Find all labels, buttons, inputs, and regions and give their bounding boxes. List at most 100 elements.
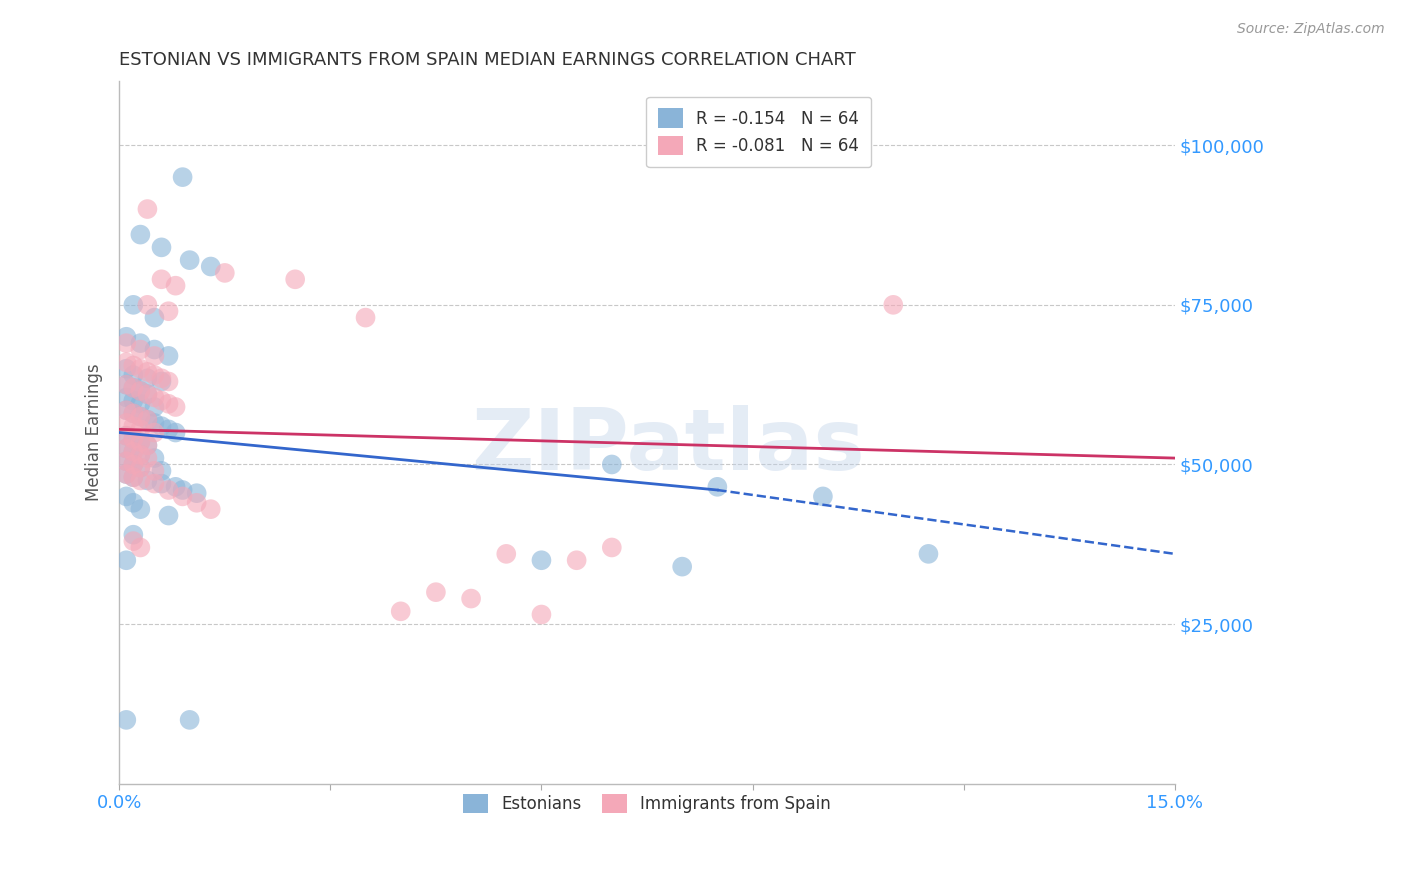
Point xyxy=(122,527,145,541)
Point xyxy=(122,359,145,373)
Point xyxy=(600,541,623,555)
Point xyxy=(115,391,138,405)
Text: ZIPatlas: ZIPatlas xyxy=(471,405,865,488)
Point xyxy=(706,480,728,494)
Text: Source: ZipAtlas.com: Source: ZipAtlas.com xyxy=(1237,22,1385,37)
Point xyxy=(129,474,152,488)
Point xyxy=(200,260,222,274)
Point xyxy=(157,375,180,389)
Point xyxy=(136,438,159,452)
Point xyxy=(425,585,447,599)
Point xyxy=(460,591,482,606)
Point xyxy=(157,304,180,318)
Point xyxy=(115,377,138,392)
Point xyxy=(143,343,166,357)
Point xyxy=(143,368,166,382)
Point xyxy=(917,547,939,561)
Point xyxy=(150,240,173,254)
Point xyxy=(565,553,588,567)
Point xyxy=(811,489,834,503)
Point xyxy=(600,458,623,472)
Point xyxy=(122,406,145,420)
Point xyxy=(129,361,152,376)
Point xyxy=(129,343,152,357)
Point xyxy=(115,428,138,442)
Point xyxy=(115,467,138,481)
Point xyxy=(143,476,166,491)
Point xyxy=(172,483,194,497)
Point xyxy=(122,444,145,458)
Point xyxy=(122,406,145,420)
Point xyxy=(129,435,152,450)
Point xyxy=(150,476,173,491)
Point xyxy=(115,454,138,468)
Point xyxy=(115,403,138,417)
Point xyxy=(136,451,159,466)
Point xyxy=(143,391,166,405)
Point xyxy=(157,349,180,363)
Point xyxy=(129,448,152,462)
Point xyxy=(150,419,173,434)
Point xyxy=(129,384,152,398)
Point xyxy=(172,489,194,503)
Point xyxy=(136,413,159,427)
Point xyxy=(136,298,159,312)
Point xyxy=(115,416,138,430)
Point xyxy=(179,253,201,268)
Point xyxy=(122,298,145,312)
Point xyxy=(165,400,187,414)
Point xyxy=(186,496,208,510)
Point xyxy=(115,454,138,468)
Point xyxy=(129,422,152,436)
Point xyxy=(129,227,152,242)
Point xyxy=(115,467,138,481)
Point xyxy=(115,361,138,376)
Point xyxy=(136,413,159,427)
Point xyxy=(129,397,152,411)
Point xyxy=(136,438,159,452)
Point xyxy=(284,272,307,286)
Point xyxy=(165,480,187,494)
Point xyxy=(115,377,138,392)
Point xyxy=(122,496,145,510)
Point xyxy=(122,458,145,472)
Point xyxy=(115,553,138,567)
Point xyxy=(122,381,145,395)
Point xyxy=(179,713,201,727)
Point xyxy=(129,336,152,351)
Point xyxy=(115,336,138,351)
Point xyxy=(186,486,208,500)
Point xyxy=(122,368,145,382)
Point xyxy=(150,371,173,385)
Point xyxy=(129,409,152,424)
Point xyxy=(172,170,194,185)
Point xyxy=(143,400,166,414)
Point xyxy=(495,547,517,561)
Point xyxy=(136,387,159,401)
Text: ESTONIAN VS IMMIGRANTS FROM SPAIN MEDIAN EARNINGS CORRELATION CHART: ESTONIAN VS IMMIGRANTS FROM SPAIN MEDIAN… xyxy=(120,51,856,69)
Point xyxy=(157,397,180,411)
Point xyxy=(115,428,138,442)
Point xyxy=(122,393,145,408)
Point xyxy=(882,298,904,312)
Point xyxy=(150,393,173,408)
Point xyxy=(150,464,173,478)
Point xyxy=(129,448,152,462)
Point xyxy=(115,330,138,344)
Point xyxy=(157,483,180,497)
Point xyxy=(165,425,187,440)
Point xyxy=(115,713,138,727)
Point xyxy=(122,470,145,484)
Point xyxy=(143,464,166,478)
Point xyxy=(129,435,152,450)
Point xyxy=(530,607,553,622)
Point xyxy=(671,559,693,574)
Point xyxy=(136,474,159,488)
Point xyxy=(136,371,159,385)
Point xyxy=(122,534,145,549)
Point xyxy=(150,272,173,286)
Point xyxy=(143,349,166,363)
Point xyxy=(143,416,166,430)
Point xyxy=(122,432,145,446)
Legend: Estonians, Immigrants from Spain: Estonians, Immigrants from Spain xyxy=(451,782,842,824)
